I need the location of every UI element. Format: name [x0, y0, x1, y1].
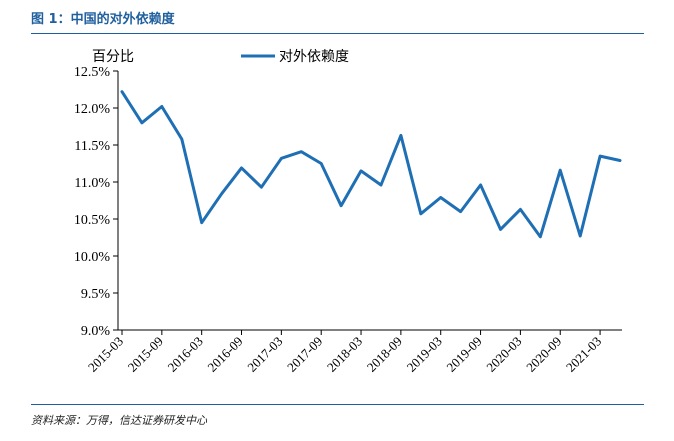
data-point [140, 121, 144, 125]
data-point [539, 235, 542, 238]
x-tick-label: 2021-03 [563, 334, 604, 375]
data-point [419, 212, 422, 215]
x-tick-label: 2019-03 [404, 334, 445, 375]
y-axis-label: 百分比 [92, 49, 134, 65]
x-tick-label: 2015-09 [125, 334, 166, 375]
figure-title: 图 1：中国的对外依赖度 [31, 12, 175, 27]
data-point [240, 166, 243, 170]
y-tick-label: 10.0% [74, 250, 111, 265]
x-tick-label: 2015-03 [85, 334, 126, 375]
legend-label: 对外依赖度 [279, 49, 349, 65]
y-tick-label: 9.5% [81, 287, 111, 302]
x-tick-label: 2016-09 [204, 334, 245, 375]
legend: 对外依赖度 [241, 49, 349, 65]
data-point [439, 196, 442, 199]
bottom-rule [31, 404, 644, 405]
data-point [300, 150, 303, 153]
data-point [280, 157, 283, 160]
y-tick-label: 12.0% [74, 102, 111, 117]
y-tick-label: 9.0% [81, 324, 111, 339]
top-rule [31, 33, 644, 34]
data-point [120, 90, 124, 93]
series-layer [120, 90, 622, 239]
data-point [459, 210, 462, 213]
x-tick-label: 2017-09 [284, 334, 325, 375]
data-point [260, 186, 263, 189]
data-point [579, 234, 582, 238]
series-line-dependence [120, 90, 622, 239]
y-tick-label: 12.5% [74, 65, 111, 80]
data-point [519, 208, 522, 211]
x-tick-label: 2018-03 [324, 334, 365, 375]
x-tick-label: 2018-09 [364, 334, 405, 375]
data-point [618, 159, 622, 162]
data-point [359, 169, 363, 173]
y-tick-label: 11.5% [74, 139, 110, 154]
x-tick-label: 2017-03 [244, 334, 285, 375]
data-point [220, 192, 223, 195]
data-point [339, 204, 343, 207]
y-ticks: 12.5% 12.0% 11.5% 11.0% 10.5% 10.0% 9.5% 9.0% [74, 65, 118, 339]
source-note: 资料来源：万得，信达证券研发中心 [31, 414, 207, 427]
data-point [499, 228, 502, 231]
data-point [559, 169, 562, 172]
x-ticks: 2015-032015-092016-032016-092017-032017-… [85, 330, 604, 375]
data-point [379, 183, 383, 187]
data-point [160, 105, 163, 108]
data-point [180, 137, 183, 141]
x-tick-label: 2019-09 [443, 334, 484, 375]
data-point [598, 154, 602, 158]
x-tick-label: 2020-03 [483, 334, 524, 375]
data-point [399, 134, 403, 137]
data-point [320, 162, 323, 165]
x-tick-label: 2016-03 [165, 334, 206, 375]
data-point [200, 221, 203, 224]
y-tick-label: 11.0% [74, 176, 110, 191]
axes [117, 71, 622, 331]
y-tick-label: 10.5% [74, 213, 111, 228]
data-point [479, 183, 482, 187]
x-tick-label: 2020-09 [523, 334, 564, 375]
